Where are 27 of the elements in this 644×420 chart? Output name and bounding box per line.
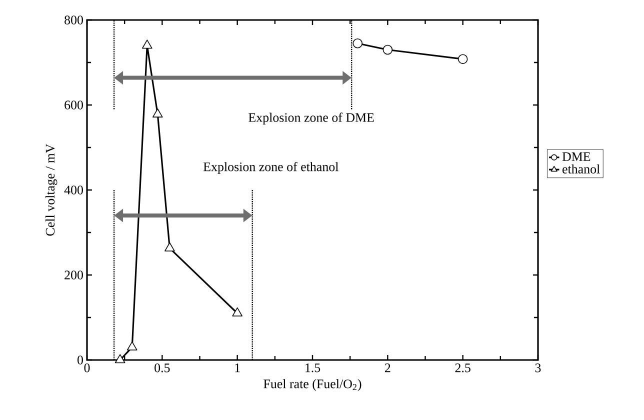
- x-tick-label: 0: [84, 364, 90, 372]
- x-tick-label: 2.5: [455, 364, 470, 372]
- x-tick-label: 3: [535, 364, 541, 372]
- annotation: Explosion zone of ethanol: [203, 162, 338, 174]
- x-axis-title: Fuel rate (Fuel/O$_{2}$): [264, 379, 362, 391]
- point: [382, 44, 393, 55]
- x-tick-label: 1.5: [306, 364, 320, 372]
- point: [458, 54, 468, 64]
- y-tick-label: 600: [64, 100, 83, 110]
- y-tick-label: 400: [64, 186, 83, 194]
- point: [126, 341, 138, 350]
- point: [142, 40, 152, 49]
- y-tick-label: 800: [64, 16, 83, 24]
- legend-label: DME: [562, 152, 590, 161]
- annotation: Explosion zone of DME: [248, 112, 374, 125]
- y-tick-label: 0: [78, 356, 83, 364]
- point: [164, 242, 175, 252]
- point: [232, 307, 242, 316]
- legend-label: ethanol: [562, 164, 600, 174]
- y-axis-title: Cell voltage / mV: [45, 144, 58, 236]
- point: [114, 354, 126, 364]
- x-tick-label: 2: [384, 364, 390, 372]
- x-tick-label: 0.5: [154, 364, 170, 372]
- point: [152, 108, 163, 118]
- y-tick-label: 200: [64, 270, 83, 280]
- x-tick-label: 1: [235, 364, 240, 372]
- point: [352, 38, 362, 48]
